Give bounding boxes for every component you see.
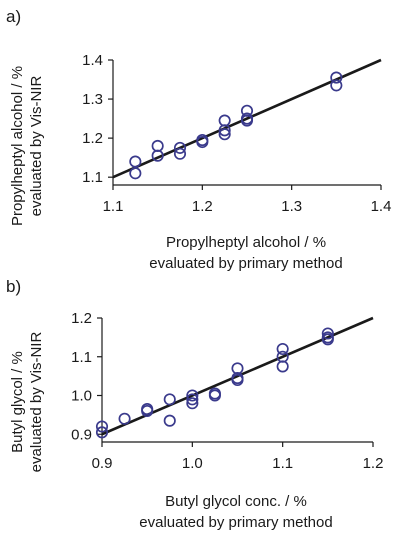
panel-b-y-axis-label: Butyl glycol / % evaluated by Vis-NIR xyxy=(9,332,45,473)
panel-a-data-point xyxy=(196,135,209,149)
panel-b-data-point xyxy=(163,414,176,427)
panel-b: b) Butyl glycol / % evaluated by Vis-NIR… xyxy=(6,277,383,531)
panel-b-x-label-line1: Butyl glycol conc. / % xyxy=(165,493,307,510)
panel-b-y-tick-label: 1.2 xyxy=(71,310,92,327)
panel-a-data-point xyxy=(330,79,343,92)
panel-a-y-tick-label: 1.1 xyxy=(82,169,103,186)
panel-a-data-point xyxy=(330,71,343,84)
panel-a-data-point xyxy=(129,155,142,168)
panel-a-data-point xyxy=(151,149,164,162)
panel-a-data-point xyxy=(218,124,231,137)
panel-b-y-tick-label: 1.1 xyxy=(71,349,92,366)
panel-a: a) Propylheptyl alcohol / % evaluated by… xyxy=(6,7,391,272)
panel-a-y-axis-label: Propylheptyl alcohol / % evaluated by Vi… xyxy=(9,66,45,226)
panel-a-y-tick-label: 1.4 xyxy=(82,52,103,69)
panel-a-x-tick-label: 1.3 xyxy=(281,198,302,215)
panel-b-x-tick-label: 1.2 xyxy=(363,455,384,472)
panel-b-data-point xyxy=(141,404,154,418)
panel-a-data-point xyxy=(240,114,254,127)
panel-b-y-tick-label: 1.0 xyxy=(71,388,92,405)
panel-a-data-point xyxy=(151,139,164,152)
panel-b-data-point xyxy=(186,393,199,406)
panel-a-data-point xyxy=(173,141,187,154)
panel-b-x-tick-label: 1.0 xyxy=(182,455,203,472)
panel-b-data-point xyxy=(186,397,199,410)
panel-a-y-label-line2: evaluated by Vis-NIR xyxy=(28,76,45,217)
panel-a-data-point xyxy=(218,128,231,141)
panel-a-y-tick-label: 1.2 xyxy=(82,130,103,147)
panel-b-data-point xyxy=(208,389,221,402)
panel-a-data-point xyxy=(129,167,142,180)
panel-b-y-label-line2: evaluated by Vis-NIR xyxy=(28,332,45,473)
panel-b-data-point xyxy=(231,373,244,387)
panel-b-data-point xyxy=(163,393,176,406)
panel-a-x-tick-label: 1.4 xyxy=(371,198,392,215)
panel-b-y-label-line1: Butyl glycol / % xyxy=(9,351,26,453)
panel-a-x-tick-label: 1.2 xyxy=(192,198,213,215)
panel-b-y-tick-label: 0.9 xyxy=(71,426,92,443)
panel-a-data-point xyxy=(173,147,187,160)
panel-b-data-point xyxy=(186,389,199,402)
panel-b-label: b) xyxy=(6,277,21,296)
panel-b-data-point xyxy=(118,412,131,425)
panel-b-data-point xyxy=(95,426,109,439)
panel-b-x-tick-label: 0.9 xyxy=(92,455,113,472)
panel-b-data-point xyxy=(95,420,109,433)
panel-a-data-point xyxy=(218,114,231,127)
panel-a-y-label-line1: Propylheptyl alcohol / % xyxy=(9,66,26,226)
panel-a-y-tick-label: 1.3 xyxy=(82,91,103,108)
panel-b-data-point xyxy=(276,360,289,373)
panel-a-x-tick-label: 1.1 xyxy=(103,198,124,215)
panel-a-x-label-line1: Propylheptyl alcohol / % xyxy=(166,234,326,251)
panel-b-x-tick-label: 1.1 xyxy=(272,455,293,472)
panel-b-x-label-line2: evaluated by primary method xyxy=(139,514,332,531)
panel-b-data-point xyxy=(321,327,334,340)
panel-a-x-label-line2: evaluated by primary method xyxy=(149,255,342,272)
panel-b-data-point xyxy=(321,333,334,346)
panel-a-label: a) xyxy=(6,7,21,26)
panel-b-data-point xyxy=(276,342,289,356)
